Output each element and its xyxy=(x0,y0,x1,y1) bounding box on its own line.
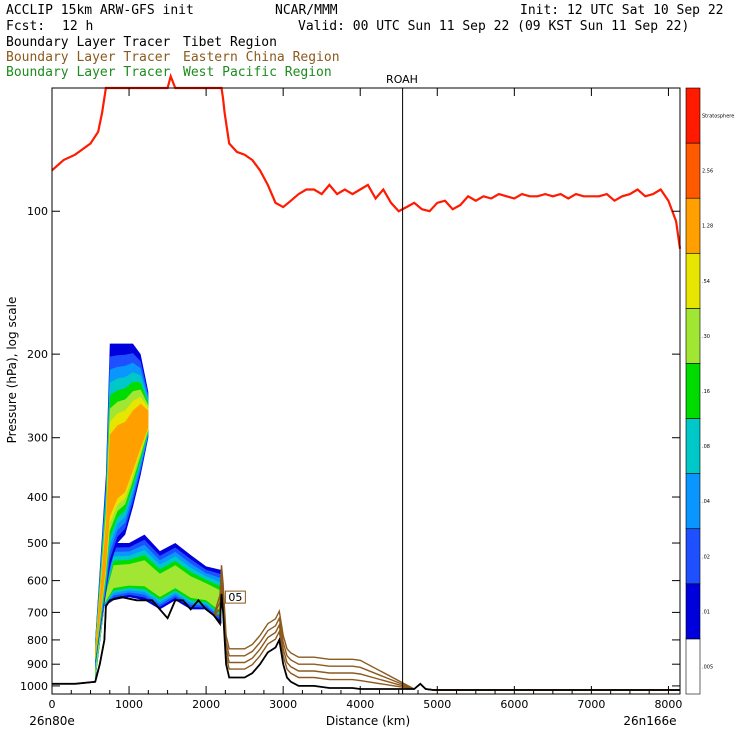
y-tick-label-7: 800 xyxy=(27,634,48,647)
tracer-fills xyxy=(95,343,222,682)
header-fcst-label: Fcst: xyxy=(6,19,46,34)
legend-westpac-name: Boundary Layer Tracer xyxy=(6,65,171,80)
y-axis-title: Pressure (hPa), log scale xyxy=(5,297,19,444)
legend-eastchina-region: Eastern China Region xyxy=(183,50,340,65)
colorbar-label-10: Stratosphere xyxy=(702,114,734,120)
x-axis-title: Distance (km) xyxy=(326,714,410,728)
x-tick-label-6: 6000 xyxy=(500,698,528,711)
legend-westpac-region: West Pacific Region xyxy=(183,65,332,80)
tracer-lines: 05 xyxy=(51,72,682,694)
y-tick-label-0: 100 xyxy=(27,205,48,218)
y-tick-label-4: 500 xyxy=(27,537,48,550)
colorbar-swatch-3 xyxy=(685,473,701,530)
end-label: 26n166e xyxy=(623,714,676,728)
x-tick-label-2: 2000 xyxy=(192,698,220,711)
colorbar-swatch-7 xyxy=(685,252,701,309)
y-tick-label-5: 600 xyxy=(27,575,48,588)
colorbar-label-9: 2.56 xyxy=(702,169,713,175)
colorbar-label-0: .005 xyxy=(702,664,713,670)
lower-plume-band-5 xyxy=(95,560,222,678)
legend-tibet-region: Tibet Region xyxy=(183,35,277,50)
contour-label: 05 xyxy=(228,591,242,604)
x-tick-label-1: 1000 xyxy=(115,698,143,711)
legend-eastchina-name: Boundary Layer Tracer xyxy=(6,50,171,65)
x-tick-label-0: 0 xyxy=(49,698,56,711)
colorbar-label-8: 1.28 xyxy=(702,224,713,230)
y-tick-label-9: 1000 xyxy=(20,680,48,693)
stratosphere-line xyxy=(51,72,682,249)
colorbar-swatch-0 xyxy=(685,638,701,695)
x-tick-label-5: 5000 xyxy=(423,698,451,711)
y-tick-label-1: 200 xyxy=(27,348,48,361)
colorbar-swatch-8 xyxy=(685,197,701,254)
x-tick-label-8: 8000 xyxy=(654,698,682,711)
x-tick-label-3: 3000 xyxy=(269,698,297,711)
header-init: Init: 12 UTC Sat 10 Sep 22 xyxy=(520,3,724,18)
plot-frame xyxy=(51,87,681,695)
colorbar-swatch-1 xyxy=(685,583,701,640)
legend-tibet-name: Boundary Layer Tracer xyxy=(6,35,171,50)
colorbar-swatch-4 xyxy=(685,418,701,474)
colorbar-swatch-6 xyxy=(685,308,701,364)
y-tick-label-2: 300 xyxy=(27,432,48,445)
x-tick-label-4: 4000 xyxy=(346,698,374,711)
colorbar-label-4: .08 xyxy=(702,444,710,450)
colorbar-label-1: .01 xyxy=(702,609,710,615)
colorbar-swatch-5 xyxy=(685,363,701,419)
plot-border xyxy=(51,87,681,695)
colorbar-swatch-9 xyxy=(685,142,701,199)
header-valid: Valid: 00 UTC Sun 11 Sep 22 (09 KST Sun … xyxy=(298,19,690,34)
colorbar-swatch-10 xyxy=(685,87,701,144)
color-bar: .005 .01 .02 .04 .08 .16 .30 .54 1.28 2.56 Stratos… xyxy=(685,87,734,695)
y-tick-label-3: 400 xyxy=(27,491,48,504)
colorbar-label-3: .04 xyxy=(702,499,710,505)
colorbar-label-2: .02 xyxy=(702,554,710,560)
x-tick-label-7: 7000 xyxy=(577,698,605,711)
colorbar-label-5: .16 xyxy=(702,389,710,395)
y-tick-label-6: 700 xyxy=(27,606,48,619)
y-tick-label-8: 900 xyxy=(27,658,48,671)
header-model: ACCLIP 15km ARW-GFS init xyxy=(6,3,194,18)
contour-label-box xyxy=(224,590,246,604)
colorbar-swatch-2 xyxy=(685,528,701,585)
tibet-base-line xyxy=(52,593,680,691)
colorbar-label-6: .30 xyxy=(702,334,710,340)
header-fcst-value: 12 h xyxy=(62,19,94,34)
colorbar-label-7: .54 xyxy=(702,279,710,285)
start-label: 26n80e xyxy=(29,714,75,728)
header-org: NCAR/MMM xyxy=(275,3,338,18)
marker-label: ROAH xyxy=(386,73,418,86)
upper-plume-band-7 xyxy=(95,403,149,659)
axis-ticks: 0 1000 2000 3000 4000 5000 6000 7000 80001002003… xyxy=(20,88,682,711)
